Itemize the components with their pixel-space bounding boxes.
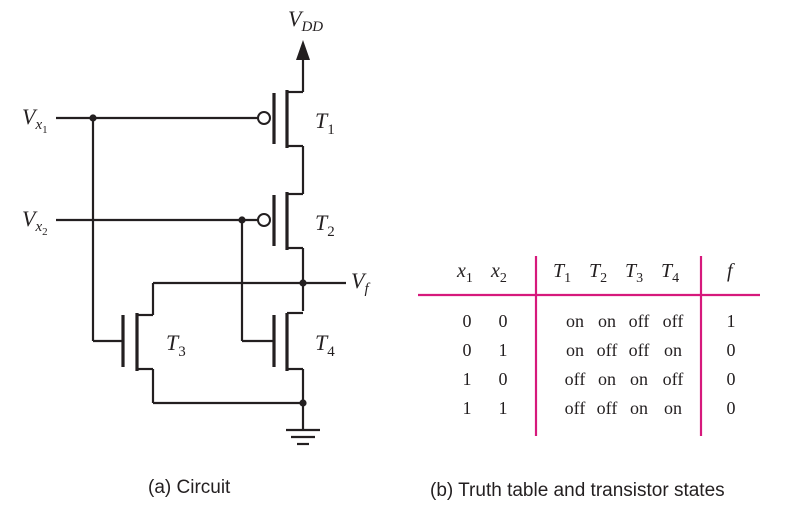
transistor-t4	[272, 311, 305, 430]
svg-text:on: on	[598, 369, 616, 389]
output-junction-dot	[299, 279, 307, 287]
transistor-t1	[257, 90, 303, 148]
svg-text:on: on	[566, 311, 584, 331]
svg-text:off: off	[565, 398, 586, 418]
svg-text:on: on	[630, 398, 648, 418]
svg-text:on: on	[664, 398, 682, 418]
t1-label: T1	[315, 108, 335, 138]
table-row: 1 0 off on on off 0	[463, 369, 736, 389]
svg-text:off: off	[663, 311, 684, 331]
transistor-t3	[121, 283, 155, 403]
svg-text:0: 0	[499, 369, 508, 389]
svg-text:1: 1	[463, 369, 472, 389]
vx2-label: Vx2	[22, 206, 48, 238]
svg-text:1: 1	[499, 398, 508, 418]
svg-text:1: 1	[463, 398, 472, 418]
vf-label: Vf	[351, 268, 370, 297]
svg-text:off: off	[629, 340, 650, 360]
svg-text:0: 0	[499, 311, 508, 331]
circuit-caption: (a) Circuit	[148, 477, 231, 498]
table-row: 1 1 off off on on 0	[463, 398, 736, 418]
svg-text:off: off	[565, 369, 586, 389]
svg-text:0: 0	[727, 369, 736, 389]
svg-text:0: 0	[727, 340, 736, 360]
svg-text:on: on	[664, 340, 682, 360]
vdd-label: VDD	[288, 6, 323, 35]
t1-gate-bubble-icon	[257, 111, 271, 125]
svg-text:off: off	[597, 398, 618, 418]
svg-text:1: 1	[727, 311, 736, 331]
svg-text:off: off	[597, 340, 618, 360]
circuit-diagram: VDD	[22, 6, 370, 498]
vdd-arrow-icon	[296, 40, 310, 60]
svg-text:0: 0	[463, 340, 472, 360]
table-caption: (b) Truth table and transistor states	[430, 480, 725, 501]
svg-text:off: off	[629, 311, 650, 331]
t3-label: T3	[166, 330, 186, 360]
vx1-label: Vx1	[22, 104, 48, 136]
svg-text:0: 0	[727, 398, 736, 418]
truth-table: x1 x2 T1 T2 T3 T4 f 0 0 on on off off 1 …	[418, 256, 760, 501]
t2-label: T2	[315, 210, 335, 240]
header-f: f	[727, 260, 735, 282]
svg-text:0: 0	[463, 311, 472, 331]
table-row: 0 1 on off off on 0	[463, 340, 736, 360]
svg-text:on: on	[598, 311, 616, 331]
header-t1: T1	[553, 260, 571, 286]
header-t4: T4	[661, 260, 679, 286]
svg-text:1: 1	[499, 340, 508, 360]
header-t3: T3	[625, 260, 643, 286]
t4-label: T4	[315, 330, 335, 360]
svg-text:on: on	[566, 340, 584, 360]
transistor-t2	[257, 192, 303, 250]
ground-icon	[286, 428, 320, 446]
header-t2: T2	[589, 260, 607, 286]
svg-text:off: off	[663, 369, 684, 389]
table-row: 0 0 on on off off 1	[463, 311, 736, 331]
svg-text:on: on	[630, 369, 648, 389]
header-x1: x1	[456, 260, 473, 286]
t2-gate-bubble-icon	[257, 213, 271, 227]
header-x2: x2	[490, 260, 507, 286]
